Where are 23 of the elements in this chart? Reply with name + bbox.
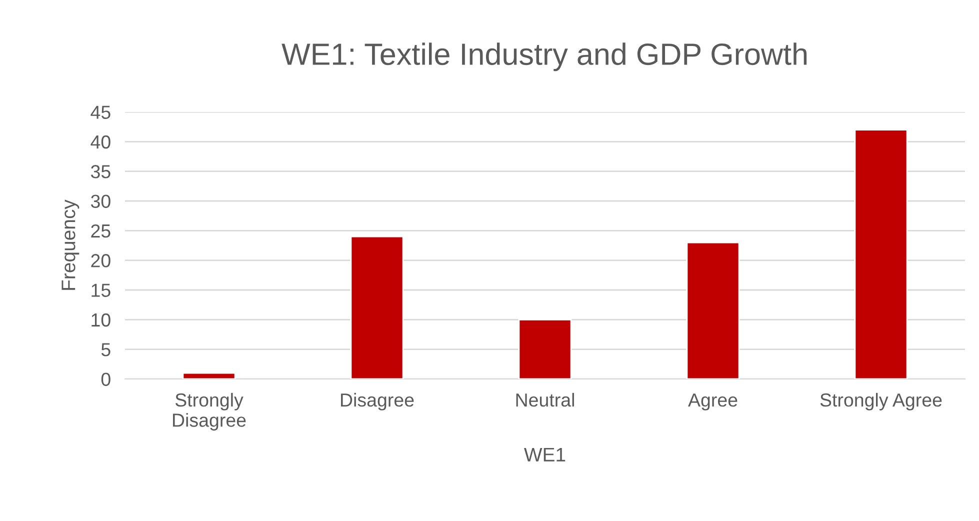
y-tick-label: 5	[101, 343, 110, 356]
y-tick-label: 30	[90, 194, 110, 208]
x-tick-label: Neutral	[516, 392, 574, 407]
x-tick-label: Disagree	[341, 392, 414, 410]
bar	[350, 236, 404, 379]
x-tick-label: Strongly Disagree	[173, 392, 246, 431]
y-tick-label: 20	[91, 254, 110, 268]
y-tick-label: 35	[90, 165, 110, 178]
x-tick-label: Agree	[688, 394, 738, 410]
bar	[518, 318, 572, 379]
y-axis-title: Frequency	[62, 200, 80, 290]
x-axis-title: WE1	[524, 448, 566, 462]
y-tick-label: 25	[91, 224, 110, 238]
y-tick-label: 10	[92, 313, 110, 327]
y-tick-label: 45	[90, 106, 110, 119]
chart-title: WE1: Textile Industry and GDP Growth	[282, 42, 807, 72]
y-tick-label: 40	[90, 135, 110, 149]
bar	[686, 242, 740, 379]
x-tick-label: Strongly Agree	[820, 392, 942, 410]
y-tick-label: 15	[92, 284, 110, 297]
bar	[182, 372, 236, 379]
bar	[854, 129, 908, 379]
y-tick-label: 0	[101, 372, 110, 386]
